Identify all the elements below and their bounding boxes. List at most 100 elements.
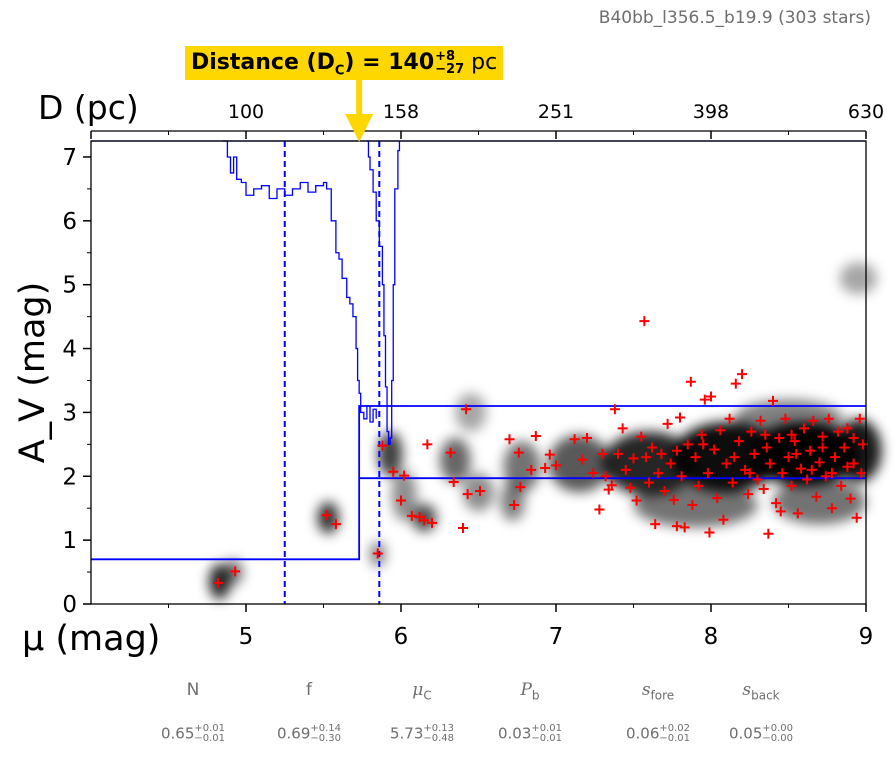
star-marker (448, 477, 459, 488)
star-marker (755, 415, 766, 426)
y-tick-label: 7 (62, 145, 77, 171)
star-marker (687, 500, 698, 511)
density-blob (503, 441, 541, 493)
star-marker (811, 491, 822, 502)
star-marker (526, 464, 537, 475)
star-marker (625, 482, 636, 493)
probability-curve-right (366, 140, 401, 445)
star-marker (504, 434, 515, 445)
star-marker (802, 474, 813, 485)
star-marker (668, 494, 679, 505)
density-blob (839, 262, 877, 295)
star-marker (737, 369, 747, 380)
star-marker (764, 458, 775, 469)
star-marker (808, 415, 819, 426)
star-marker (848, 458, 859, 469)
star-marker (662, 418, 673, 429)
star-marker (659, 485, 670, 496)
top-tick-label: 251 (538, 101, 574, 123)
y-tick-label: 4 (62, 337, 77, 363)
param-name: μC (412, 680, 432, 703)
star-marker (640, 452, 651, 463)
star-marker (749, 448, 760, 459)
star-marker (696, 429, 707, 440)
star-marker (399, 470, 410, 481)
param-value: 0.06 +0.02 −0.01 (625, 723, 691, 744)
star-marker (814, 457, 825, 468)
star-marker (706, 391, 716, 402)
density-layer (208, 262, 882, 600)
star-marker (427, 517, 437, 528)
x-tick-label: 8 (704, 624, 719, 650)
star-marker (760, 429, 771, 440)
star-marker (676, 471, 687, 482)
star-marker (758, 484, 769, 495)
star-marker (839, 442, 850, 453)
star-marker (786, 480, 797, 491)
star-marker (777, 468, 788, 479)
top-tick-label: 158 (383, 101, 419, 123)
density-blob (455, 393, 487, 432)
star-marker (609, 404, 620, 415)
star-marker (833, 426, 844, 437)
plot-frame (90, 140, 867, 605)
star-marker (842, 461, 853, 472)
distance-chart: 5 6 7 8 9 0 1 2 3 4 5 6 7 100 158 251 398 630 D (pc) μ (mag… (13, 80, 884, 659)
star-marker (594, 504, 605, 515)
star-marker (848, 432, 859, 443)
star-marker (699, 394, 710, 405)
star-marker (679, 522, 690, 533)
star-marker (639, 316, 650, 327)
star-marker (551, 460, 561, 471)
star-marker (582, 432, 592, 443)
star-marker (422, 439, 433, 450)
density-blob (317, 501, 339, 534)
density-blob (548, 434, 611, 493)
star-marker (830, 452, 840, 463)
param-name: sfore (641, 680, 675, 703)
star-marker (791, 448, 802, 459)
callout-prefix: Distance (D (191, 50, 335, 75)
star-marker (774, 432, 785, 443)
param-value: 0.69 +0.14 −0.30 (276, 723, 342, 744)
model-step-high (91, 405, 866, 561)
star-marker (721, 458, 732, 469)
star-marker (786, 429, 797, 440)
star-marker (698, 439, 709, 450)
star-marker (823, 413, 834, 424)
star-marker (597, 448, 608, 459)
probability-curve-left (222, 140, 377, 423)
star-marker (213, 577, 224, 588)
star-marker (513, 447, 524, 458)
distance-callout: Distance (DC) = 140 +8 −27 pc (185, 46, 504, 80)
star-marker (656, 448, 667, 459)
top-tick-label: 398 (693, 101, 729, 123)
star-marker (752, 474, 763, 485)
star-marker (704, 527, 715, 538)
star-marker (330, 519, 341, 530)
param-name: sback (742, 680, 780, 703)
density-blob (602, 431, 696, 496)
star-marker (515, 482, 526, 493)
model-lines (91, 140, 866, 604)
top-axis-label: D (pc) (38, 88, 139, 127)
param-value: 0.65 +0.01 −0.01 (160, 723, 226, 744)
star-marker (799, 423, 809, 434)
star-marker (768, 395, 778, 406)
star-marker (230, 566, 241, 577)
star-marker (321, 510, 332, 521)
star-marker (851, 512, 862, 523)
callout-arrow-shaft (356, 80, 363, 118)
param-value: 5.73 +0.13 −0.48 (389, 723, 455, 744)
y-tick-label: 3 (62, 400, 77, 426)
star-marker (718, 514, 729, 525)
y-tick-label: 1 (62, 528, 77, 554)
star-marker (724, 413, 735, 424)
param-name: Pb (520, 680, 540, 703)
top-tick-label: 100 (228, 101, 264, 123)
callout-arrow-head (345, 114, 374, 142)
star-marker (761, 442, 772, 453)
star-marker (636, 431, 647, 442)
star-marker (792, 508, 803, 519)
star-marker (396, 495, 406, 506)
